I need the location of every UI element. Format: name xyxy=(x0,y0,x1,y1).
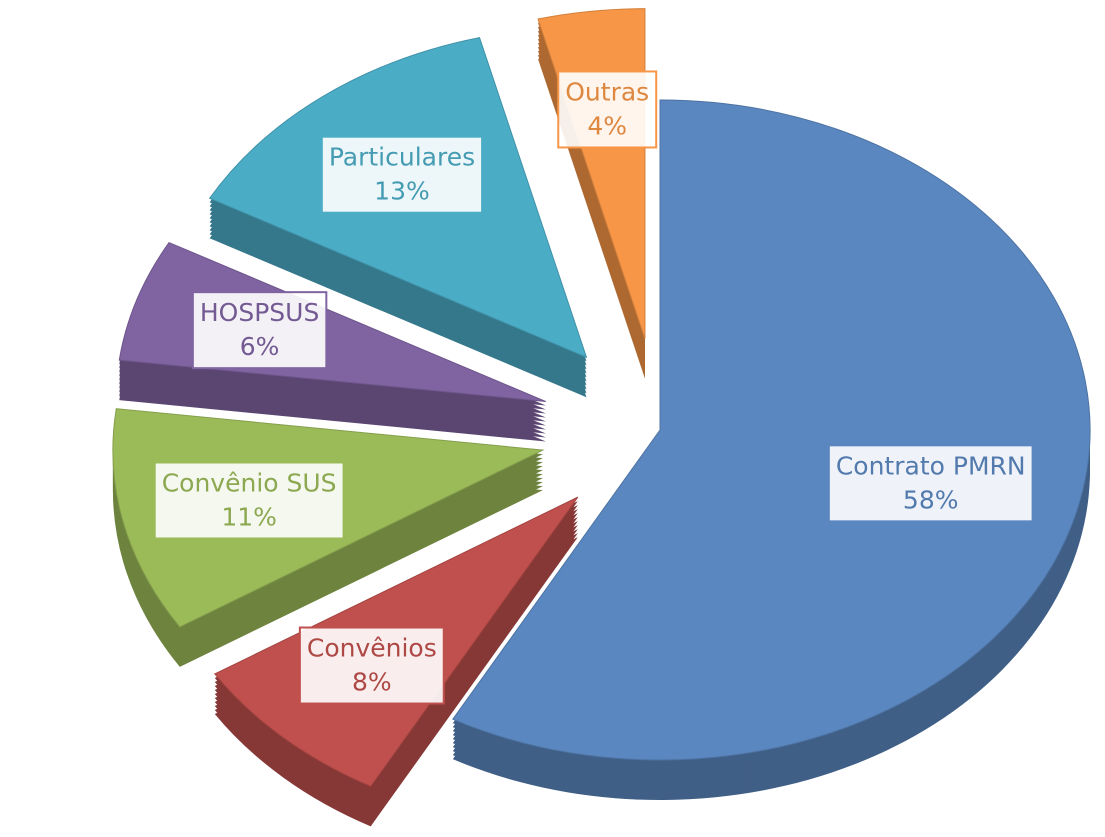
category-label: Convênios xyxy=(307,634,437,663)
value-label: 4% xyxy=(587,111,627,140)
value-label: 13% xyxy=(374,177,430,206)
value-label: 6% xyxy=(240,332,280,361)
label-box xyxy=(557,70,658,149)
value-label: 58% xyxy=(903,485,959,514)
value-label: 8% xyxy=(352,668,392,697)
data-label: HOSPSUS 6% xyxy=(191,291,328,370)
value-label: 11% xyxy=(221,502,277,531)
slice xyxy=(452,99,1091,761)
data-label: Outras 4% xyxy=(557,70,658,149)
category-label: HOSPSUS xyxy=(200,298,319,327)
label-box xyxy=(827,444,1034,523)
label-box xyxy=(320,135,484,214)
data-label: Convênios 8% xyxy=(298,626,445,705)
data-label: Particulares 13% xyxy=(320,135,484,214)
category-label: Outras xyxy=(565,77,649,106)
data-label: Convênio SUS 11% xyxy=(153,461,345,540)
slice xyxy=(452,99,1091,800)
category-label: Particulares xyxy=(329,143,475,172)
label-box xyxy=(153,461,345,540)
category-label: Contrato PMRN xyxy=(836,451,1026,480)
label-box xyxy=(191,291,328,370)
category-label: Convênio SUS xyxy=(162,468,337,497)
label-box xyxy=(298,626,445,705)
data-label: Contrato PMRN 58% xyxy=(827,444,1034,523)
